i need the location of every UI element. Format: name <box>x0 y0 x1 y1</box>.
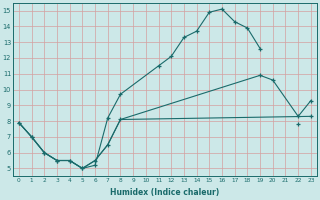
X-axis label: Humidex (Indice chaleur): Humidex (Indice chaleur) <box>110 188 220 197</box>
